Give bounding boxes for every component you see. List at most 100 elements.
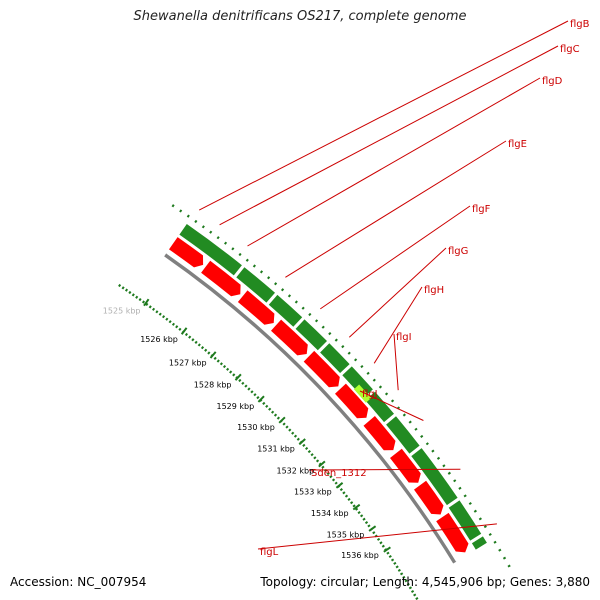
gene-tick — [341, 344, 345, 349]
gene-label: Sden_1312 — [311, 468, 367, 479]
reverse-gene-3 — [268, 294, 303, 327]
kbp-minor-tick — [229, 370, 233, 374]
gene-tick — [186, 214, 190, 218]
gene-label-leader — [198, 20, 569, 211]
kbp-major-tick — [352, 503, 361, 511]
gene-label: flgC — [560, 44, 580, 55]
gene-tick — [453, 479, 457, 483]
gene-tick — [294, 300, 298, 304]
kbp-minor-tick — [390, 558, 395, 562]
kbp-minor-tick — [165, 317, 169, 321]
kbp-major-tick — [368, 525, 377, 532]
kbp-minor-tick — [329, 475, 333, 479]
gene-tick — [354, 358, 358, 362]
kbp-minor-tick — [357, 510, 361, 515]
gene-tick — [502, 556, 507, 560]
kbp-major-tick — [278, 416, 286, 424]
reverse-gene-5 — [320, 343, 350, 373]
kbp-minor-tick — [293, 434, 298, 438]
kbp-minor-tick — [326, 472, 330, 476]
gene-tick — [209, 230, 213, 234]
gene-tick — [493, 540, 497, 544]
reverse-gene-1 — [179, 224, 242, 276]
gene-label: flgE — [508, 139, 527, 150]
gene-tick — [507, 564, 511, 568]
kbp-label: 1533 kbp — [294, 488, 332, 497]
reverse-gene-10 — [448, 500, 482, 541]
gene-label-leader — [308, 468, 461, 471]
kbp-minor-tick — [313, 456, 317, 460]
gene-tick — [308, 312, 312, 317]
reverse-gene-11 — [471, 536, 487, 550]
gene-tick — [314, 319, 319, 323]
kbp-minor-tick — [305, 446, 309, 451]
gene-label-leader — [373, 286, 423, 364]
kbp-minor-tick — [241, 381, 245, 385]
reverse-gene-track — [179, 224, 487, 550]
kbp-minor-tick — [321, 465, 325, 469]
kbp-minor-tick — [141, 300, 146, 304]
kbp-minor-tick — [232, 373, 236, 377]
kbp-minor-tick — [408, 586, 413, 590]
forward-gene-track — [169, 237, 469, 553]
gene-label-layer: flgB flgC flgD flgE flgF flgG flgH flgI flgJ Sden… — [198, 19, 590, 558]
kbp-minor-tick — [364, 520, 369, 525]
forward-gene-8 — [390, 448, 421, 483]
gene-tick — [252, 264, 256, 268]
gene-tick — [447, 471, 451, 475]
gene-tick — [390, 399, 395, 403]
reverse-gene-4 — [295, 319, 327, 351]
kbp-minor-tick — [128, 290, 132, 295]
gene-tick — [259, 270, 264, 274]
gene-tick — [347, 351, 351, 355]
kbp-minor-tick — [226, 367, 230, 371]
kbp-minor-tick — [415, 597, 419, 600]
gene-tick — [287, 294, 292, 298]
gene-label-leader — [348, 247, 447, 338]
kbp-minor-tick — [410, 589, 415, 593]
gene-label-leader — [219, 45, 559, 226]
kbp-minor-tick — [138, 298, 142, 302]
kbp-minor-tick — [285, 425, 289, 429]
kbp-minor-tick — [273, 413, 278, 417]
kbp-minor-tick — [175, 325, 179, 329]
kbp-major-tick — [143, 298, 150, 307]
kbp-minor-tick — [213, 356, 217, 360]
kbp-major-tick — [257, 395, 265, 403]
gene-label: flgF — [472, 204, 491, 215]
kbp-label: 1532 kbp — [276, 467, 314, 476]
kbp-minor-tick — [124, 288, 129, 292]
gene-tick — [498, 548, 502, 552]
kbp-minor-tick — [253, 393, 257, 397]
backbone-line — [164, 253, 457, 564]
kbp-minor-tick — [276, 416, 281, 420]
kbp-label: 1530 kbp — [237, 423, 275, 432]
kbp-minor-tick — [344, 494, 349, 498]
kbp-minor-tick — [256, 395, 260, 400]
gene-label: flgL — [260, 547, 279, 558]
gene-label: flgJ — [362, 389, 378, 400]
kbp-minor-tick — [262, 401, 266, 406]
kbp-major-tick — [335, 482, 344, 489]
kbp-minor-tick — [131, 293, 135, 297]
map-title: Shewanella denitrificans OS217, complete… — [133, 9, 467, 24]
kbp-minor-tick — [362, 517, 366, 521]
gene-tick — [301, 306, 305, 310]
gene-tick — [384, 392, 389, 396]
gene-tick — [458, 486, 462, 490]
kbp-minor-tick — [393, 561, 397, 565]
kbp-minor-tick — [355, 507, 359, 511]
kbp-minor-tick — [158, 312, 162, 316]
kbp-minor-tick — [268, 407, 272, 411]
gene-tick — [366, 371, 370, 375]
gene-tick — [274, 282, 278, 286]
gene-tick — [442, 464, 446, 468]
gene-label-leader — [247, 77, 541, 247]
kbp-minor-tick — [372, 531, 376, 535]
gene-label: flgG — [448, 246, 468, 257]
kbp-minor-tick — [155, 310, 159, 314]
gene-tick — [321, 325, 325, 329]
gene-label: flgH — [424, 285, 444, 296]
kbp-major-tick — [318, 460, 326, 468]
